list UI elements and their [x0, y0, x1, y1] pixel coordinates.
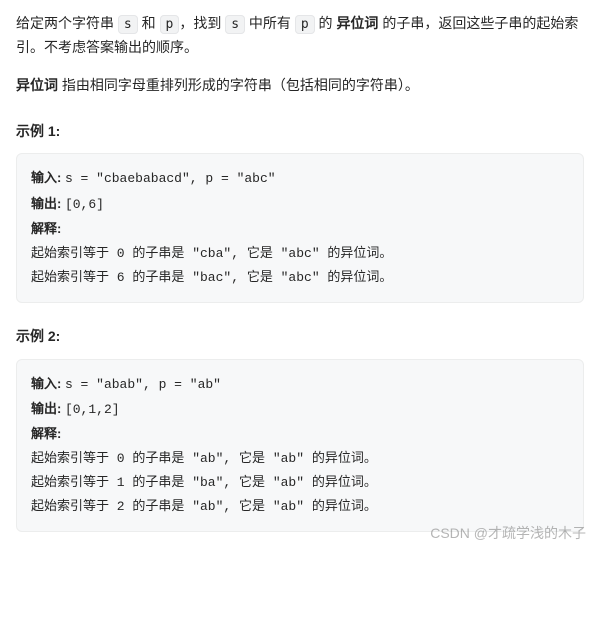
intro-text: 中所有 — [245, 15, 295, 31]
explain-label: 解释: — [31, 221, 61, 236]
explain-line: 起始索引等于 0 的子串是 "cba", 它是 "abc" 的异位词。 — [31, 246, 392, 261]
output-label: 输出: — [31, 401, 65, 416]
inline-code-p2: p — [295, 15, 315, 34]
explain-line: 起始索引等于 1 的子串是 "ba", 它是 "ab" 的异位词。 — [31, 475, 377, 490]
anagram-definition: 异位词 指由相同字母重排列形成的字符串（包括相同的字符串）。 — [16, 74, 584, 98]
intro-text: 的 — [315, 15, 337, 31]
inline-code-s: s — [118, 15, 138, 34]
output-value: [0,1,2] — [65, 402, 120, 417]
explain-line: 起始索引等于 0 的子串是 "ab", 它是 "ab" 的异位词。 — [31, 451, 377, 466]
intro-text: 给定两个字符串 — [16, 15, 118, 31]
explain-line: 起始索引等于 2 的子串是 "ab", 它是 "ab" 的异位词。 — [31, 499, 377, 514]
inline-code-s2: s — [225, 15, 245, 34]
intro-text: ，找到 — [179, 15, 225, 31]
anagram-bold: 异位词 — [336, 15, 378, 31]
anagram-desc: 指由相同字母重排列形成的字符串（包括相同的字符串）。 — [58, 77, 419, 93]
anagram-term: 异位词 — [16, 77, 58, 93]
example-1-box: 输入: s = "cbaebabacd", p = "abc" 输出: [0,6… — [16, 153, 584, 302]
input-value: s = "cbaebabacd", p = "abc" — [65, 171, 276, 186]
input-label: 输入: — [31, 170, 65, 185]
intro-text: 和 — [138, 15, 160, 31]
problem-intro: 给定两个字符串 s 和 p，找到 s 中所有 p 的 异位词 的子串，返回这些子… — [16, 12, 584, 60]
input-label: 输入: — [31, 376, 65, 391]
output-label: 输出: — [31, 196, 65, 211]
explain-line: 起始索引等于 6 的子串是 "bac", 它是 "abc" 的异位词。 — [31, 270, 392, 285]
example-1-title: 示例 1: — [16, 120, 584, 144]
explain-label: 解释: — [31, 426, 61, 441]
input-value: s = "abab", p = "ab" — [65, 377, 221, 392]
example-2-title: 示例 2: — [16, 325, 584, 349]
inline-code-p: p — [160, 15, 180, 34]
output-value: [0,6] — [65, 197, 104, 212]
example-2-box: 输入: s = "abab", p = "ab" 输出: [0,1,2] 解释:… — [16, 359, 584, 532]
